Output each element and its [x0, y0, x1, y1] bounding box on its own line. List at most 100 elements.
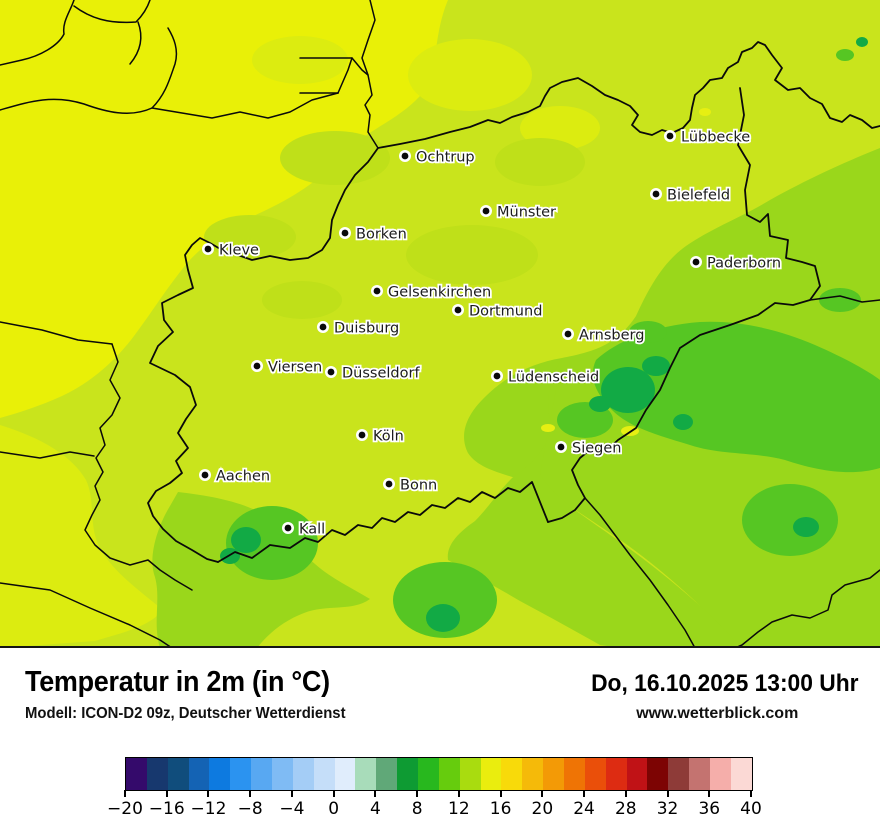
city-marker-bonn: Bonn: [383, 476, 439, 495]
colorbar-segment: [355, 758, 377, 790]
tint-patch: [495, 138, 585, 186]
warm-spot: [541, 424, 555, 432]
colorbar-segment: [146, 758, 168, 790]
website-label: www.wetterblick.com: [636, 705, 799, 722]
cool-patch: [629, 321, 667, 343]
colorbar-tick-label: 28: [614, 799, 637, 819]
city-dot: [385, 480, 393, 488]
city-label: Münster: [497, 205, 556, 221]
cool-patch: [742, 484, 838, 556]
city-dot: [284, 524, 292, 532]
city-label: Aachen: [216, 469, 270, 485]
warm-patch: [252, 36, 348, 84]
city-dot: [493, 372, 501, 380]
temperature-field: [0, 0, 880, 646]
city-dot: [692, 258, 700, 266]
cool-patch: [836, 49, 854, 61]
colorbar-segment: [167, 758, 189, 790]
city-dot: [401, 152, 409, 160]
cool-patch: [819, 288, 861, 312]
page-title: Temperatur in 2m (in °C): [25, 666, 330, 698]
city-dot: [358, 431, 366, 439]
city-marker-duisburg: Duisburg: [317, 319, 401, 338]
city-dot: [454, 306, 462, 314]
city-dot: [204, 245, 212, 253]
cold-core: [231, 527, 261, 553]
cold-core: [673, 414, 693, 430]
city-markers: Ochtrup Lübbecke Münster Bielefeld Borken Kle…: [199, 128, 783, 539]
city-marker-ochtrup: Ochtrup: [399, 148, 476, 167]
colorbar-tick: [457, 790, 460, 797]
colorbar-segment: [251, 758, 273, 790]
warm-spot: [699, 108, 711, 116]
city-marker-gelsenkirchen: Gelsenkirchen: [371, 283, 493, 302]
colorbar-tick: [750, 790, 752, 797]
colorbar-tick: [332, 790, 335, 797]
cold-core: [601, 367, 655, 413]
city-marker-bielefeld: Bielefeld: [650, 186, 732, 205]
city-dot: [482, 207, 490, 215]
city-label: Kleve: [219, 243, 259, 259]
colorbar-segment: [292, 758, 314, 790]
city-marker-arnsberg: Arnsberg: [562, 326, 646, 345]
colorbar-segment: [668, 758, 690, 790]
cold-core: [856, 37, 868, 47]
colorbar-tick-label: 16: [489, 799, 512, 819]
colorbar-segment: [647, 758, 669, 790]
city-marker-m-nster: Münster: [480, 203, 558, 222]
colorbar-tick-label: 8: [411, 799, 423, 819]
forecast-datetime: Do, 16.10.2025 13:00 Uhr: [590, 670, 858, 697]
colorbar-segment: [126, 758, 147, 790]
city-marker-k-ln: Köln: [356, 427, 406, 446]
city-dot: [327, 368, 335, 376]
city-marker-d-sseldorf: Düsseldorf: [325, 364, 422, 383]
temperature-map: Ochtrup Lübbecke Münster Bielefeld Borken Kle…: [0, 0, 880, 648]
colorbar-tick-label: −16: [148, 799, 185, 819]
colorbar-tick-label: 4: [369, 799, 381, 819]
colorbar-segment: [605, 758, 627, 790]
city-label: Lübbecke: [681, 130, 750, 146]
colorbar-tick-label: 24: [573, 799, 595, 819]
city-label: Lüdenscheid: [508, 370, 599, 386]
colorbar-segment: [564, 758, 585, 790]
tint-patch: [280, 131, 390, 185]
colorbar-tick: [207, 790, 210, 797]
city-dot: [341, 229, 349, 237]
city-label: Gelsenkirchen: [388, 285, 491, 301]
city-marker-siegen: Siegen: [555, 439, 623, 458]
colorbar-tick-label: 32: [656, 799, 679, 819]
colorbar-tick: [290, 790, 293, 797]
cold-core: [220, 548, 240, 564]
colorbar-segment: [459, 758, 481, 790]
cool-patch: [393, 562, 497, 638]
colorbar-tick: [499, 790, 502, 797]
datetime-block: Do, 16.10.2025 13:00 Uhr www.wetterblick…: [577, 670, 858, 723]
region-belgium-warm: [0, 425, 163, 646]
city-label: Siegen: [572, 441, 621, 457]
city-dot: [201, 471, 209, 479]
colorbar-tick-label: 40: [740, 799, 762, 819]
city-label: Duisburg: [334, 321, 399, 337]
city-marker-kall: Kall: [282, 520, 327, 539]
city-label: Paderborn: [707, 256, 781, 272]
city-dot: [652, 190, 660, 198]
city-dot: [319, 323, 327, 331]
colorbar-tick-label: −4: [279, 799, 305, 819]
colorbar-segment: [397, 758, 419, 790]
colorbar-segment: [376, 758, 398, 790]
colorbar-tick: [374, 790, 377, 797]
city-marker-borken: Borken: [339, 225, 409, 244]
city-marker-l-bbecke: Lübbecke: [664, 128, 752, 147]
map-canvas: Ochtrup Lübbecke Münster Bielefeld Borken Kle…: [0, 0, 880, 646]
tint-patch: [204, 215, 296, 259]
colorbar-segment: [501, 758, 523, 790]
colorbar-tick: [666, 790, 669, 797]
region-bergisch-cool: [447, 358, 740, 646]
cold-core: [426, 604, 460, 632]
city-label: Bielefeld: [667, 188, 730, 204]
temperature-colorbar: [125, 757, 753, 791]
city-label: Düsseldorf: [342, 366, 420, 382]
colorbar-tick: [624, 790, 627, 797]
colorbar-segment: [543, 758, 565, 790]
model-subtitle: Modell: ICON-D2 09z, Deutscher Wetterdie…: [25, 705, 346, 722]
